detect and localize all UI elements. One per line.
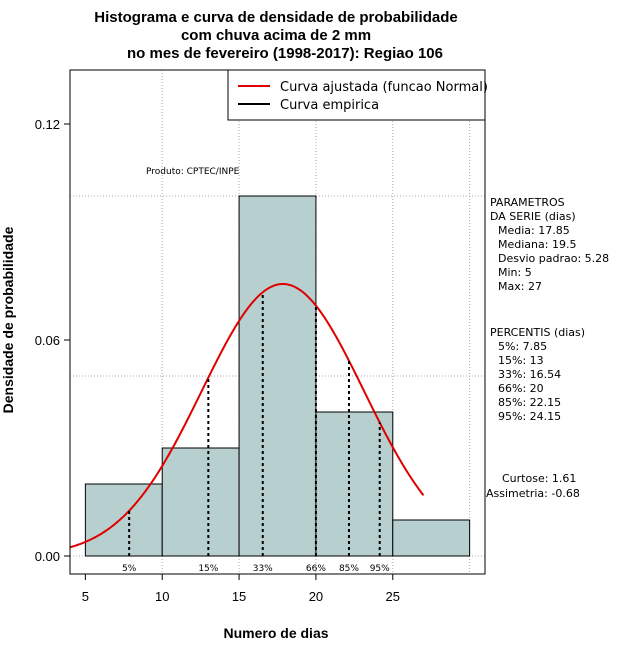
histogram-bar-4 (392, 519, 471, 557)
percentile-label-0: 5% (122, 564, 137, 574)
param-line-1: PARAMETROS (490, 196, 565, 209)
x-axis: 5 10 15 20 25 (82, 574, 400, 604)
y-axis-title: Densidade de probabilidade (0, 226, 16, 413)
histogram-bars (84, 195, 471, 557)
percentile-label-1: 15% (198, 564, 218, 574)
percentile-lines (128, 292, 381, 556)
percentile-labels: 5% 15% 33% 66% 85% 95% (122, 564, 390, 574)
skewness-line: Assimetria: -0.68 (486, 487, 580, 500)
y-tick-label-2: 0.12 (35, 117, 60, 132)
percentile-label-3: 66% (306, 564, 326, 574)
percentile-label-2: 33% (253, 564, 273, 574)
title-line-1: Histograma e curva de densidade de proba… (94, 9, 457, 26)
pct-line-5: 66%: 20 (498, 382, 544, 395)
pct-line-1: PERCENTIS (dias) (490, 326, 585, 339)
title-line-2: com chuva acima de 2 mm (181, 27, 371, 44)
param-line-7: Max: 27 (498, 280, 542, 293)
x-axis-title: Numero de dias (223, 625, 328, 641)
x-tick-label-4: 25 (386, 589, 400, 604)
x-tick-label-3: 20 (309, 589, 323, 604)
legend: Curva ajustada (funcao Normal) Curva emp… (227, 69, 488, 121)
legend-label-empirical: Curva empirica (280, 98, 379, 113)
title-line-3: no mes de fevereiro (1998-2017): Regiao … (127, 45, 443, 62)
pct-line-3: 15%: 13 (498, 354, 544, 367)
y-axis: 0.00 0.06 0.12 (35, 117, 70, 564)
chart-title: Histograma e curva de densidade de proba… (94, 9, 457, 62)
kurtosis-line: Curtose: 1.61 (502, 472, 576, 485)
histogram-bar-3 (315, 411, 394, 557)
pct-line-6: 85%: 22.15 (498, 396, 561, 409)
pct-line-4: 33%: 16.54 (498, 368, 561, 381)
param-line-5: Desvio padrao: 5.28 (498, 252, 609, 265)
x-tick-label-1: 10 (155, 589, 169, 604)
percentile-label-5: 95% (370, 564, 390, 574)
param-line-4: Mediana: 19.5 (498, 238, 576, 251)
product-annotation: Produto: CPTEC/INPE (146, 167, 240, 177)
percentile-label-4: 85% (339, 564, 359, 574)
histogram-bar-1 (161, 447, 240, 557)
pct-line-7: 95%: 24.15 (498, 410, 561, 423)
param-line-3: Media: 17.85 (498, 224, 570, 237)
param-line-6: Min: 5 (498, 266, 532, 279)
y-tick-label-0: 0.00 (35, 549, 60, 564)
x-tick-label-2: 15 (232, 589, 246, 604)
param-line-2: DA SERIE (dias) (490, 210, 576, 223)
legend-label-fitted: Curva ajustada (funcao Normal) (280, 80, 488, 95)
x-tick-label-0: 5 (82, 589, 89, 604)
pct-line-2: 5%: 7.85 (498, 340, 547, 353)
legend-box (227, 69, 486, 121)
histogram-bar-0 (84, 483, 163, 557)
y-tick-label-1: 0.06 (35, 333, 60, 348)
histogram-bar-2 (238, 195, 317, 557)
series-statistics: PARAMETROS DA SERIE (dias) Media: 17.85 … (486, 196, 609, 500)
